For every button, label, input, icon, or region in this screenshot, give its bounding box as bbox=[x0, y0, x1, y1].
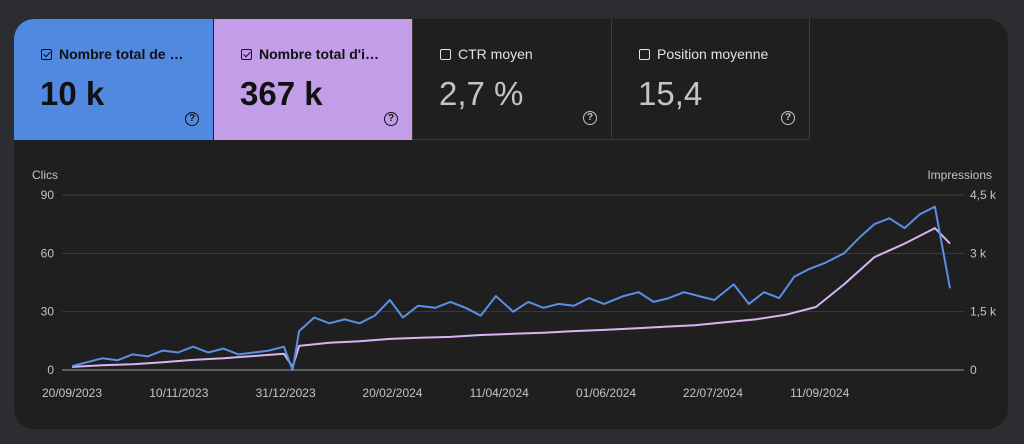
x-tick-label: 22/07/2024 bbox=[683, 386, 743, 400]
metric-value: 2,7 % bbox=[439, 75, 524, 112]
x-tick-label: 11/09/2024 bbox=[790, 386, 849, 400]
metric-cards: Nombre total de c... 10 k ? Nombre total… bbox=[14, 19, 810, 140]
performance-chart: 0 0 30 1,5 k 60 3 k 90 4,5 k Clics Impressions 20/… bbox=[32, 168, 997, 400]
y-right-tick-label: 1,5 k bbox=[970, 305, 997, 319]
series-line-clicks bbox=[71, 205, 951, 371]
y-left-tick-label: 90 bbox=[41, 188, 55, 202]
x-tick-label: 10/11/2023 bbox=[149, 386, 208, 400]
help-icon[interactable]: ? bbox=[185, 112, 199, 126]
metric-value: 367 k bbox=[240, 75, 323, 112]
metric-card-ctr[interactable]: CTR moyen 2,7 % ? bbox=[412, 19, 611, 140]
y-right-axis-title: Impressions bbox=[927, 168, 992, 182]
metric-value: 15,4 bbox=[638, 75, 703, 112]
x-tick-label: 20/02/2024 bbox=[362, 386, 422, 400]
metric-card-impressions[interactable]: Nombre total d'im... 367 k ? bbox=[213, 19, 412, 140]
performance-panel: Nombre total de c... 10 k ? Nombre total… bbox=[14, 19, 1008, 429]
y-left-tick-label: 30 bbox=[41, 305, 55, 319]
metric-card-clicks[interactable]: Nombre total de c... 10 k ? bbox=[14, 19, 213, 140]
help-icon[interactable]: ? bbox=[781, 111, 795, 125]
x-tick-label: 31/12/2023 bbox=[256, 386, 316, 400]
x-tick-label: 20/09/2023 bbox=[42, 386, 102, 400]
help-icon[interactable]: ? bbox=[384, 112, 398, 126]
x-tick-label: 11/04/2024 bbox=[470, 386, 529, 400]
series-line-impressions bbox=[71, 227, 951, 368]
y-left-axis-title: Clics bbox=[32, 168, 58, 182]
y-right-tick-label: 3 k bbox=[970, 246, 987, 260]
checkbox-clicks-icon[interactable] bbox=[41, 48, 52, 60]
y-left-tick-label: 60 bbox=[41, 246, 55, 260]
x-tick-label: 01/06/2024 bbox=[576, 386, 636, 400]
y-right-tick-label: 4,5 k bbox=[970, 188, 997, 202]
checkbox-position-icon[interactable] bbox=[639, 48, 650, 60]
checkbox-ctr-icon[interactable] bbox=[440, 48, 451, 60]
help-icon[interactable]: ? bbox=[583, 111, 597, 125]
checkbox-impressions-icon[interactable] bbox=[241, 48, 252, 60]
metric-value: 10 k bbox=[40, 75, 105, 112]
metric-card-position[interactable]: Position moyenne 15,4 ? bbox=[611, 19, 810, 140]
y-left-tick-label: 0 bbox=[47, 363, 54, 377]
y-right-tick-label: 0 bbox=[970, 363, 977, 377]
